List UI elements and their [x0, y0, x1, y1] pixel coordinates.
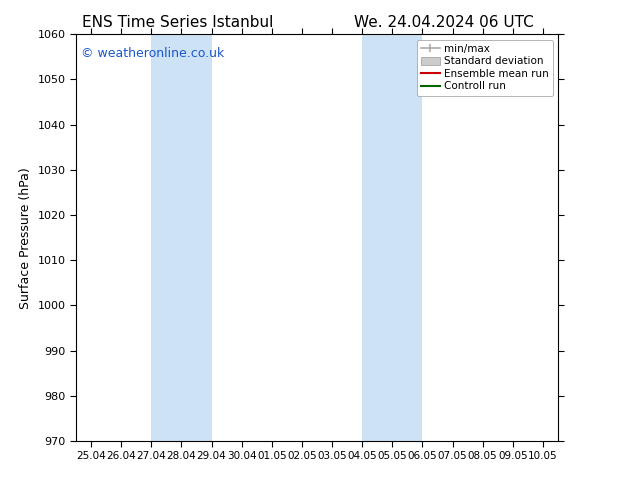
- Text: We. 24.04.2024 06 UTC: We. 24.04.2024 06 UTC: [354, 15, 534, 30]
- Bar: [362, 34, 422, 441]
- Text: ENS Time Series Istanbul: ENS Time Series Istanbul: [82, 15, 273, 30]
- Legend: min/max, Standard deviation, Ensemble mean run, Controll run: min/max, Standard deviation, Ensemble me…: [417, 40, 553, 96]
- Bar: [152, 34, 212, 441]
- Y-axis label: Surface Pressure (hPa): Surface Pressure (hPa): [19, 167, 32, 309]
- Text: © weatheronline.co.uk: © weatheronline.co.uk: [81, 47, 224, 59]
